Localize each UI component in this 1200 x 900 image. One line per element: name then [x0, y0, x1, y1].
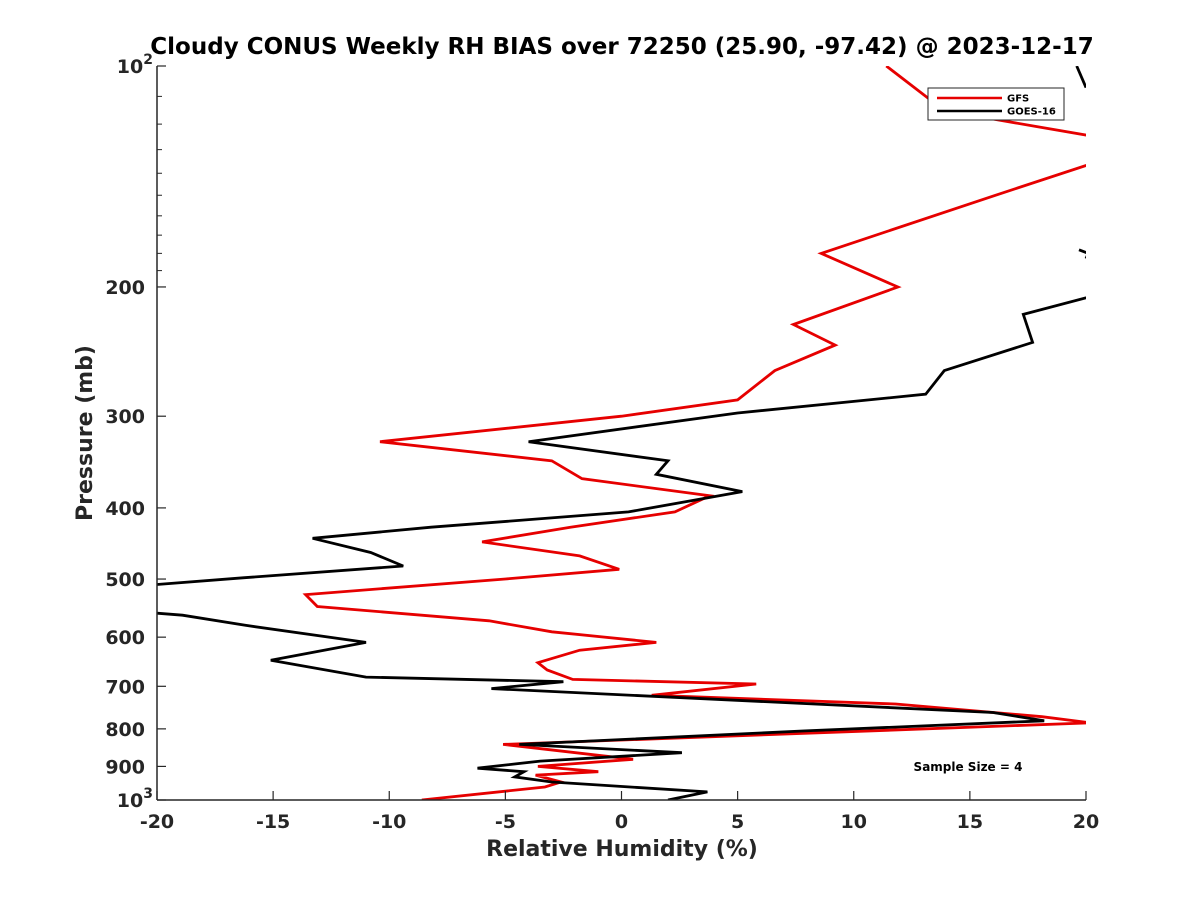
legend-box	[927, 87, 1065, 121]
y-axis-label: Pressure (mb)	[73, 345, 98, 521]
series-line-goes16	[1078, 248, 1086, 259]
x-tick-label: 15	[957, 811, 983, 833]
legend-label-goes16: GOES-16	[1007, 107, 1056, 118]
series-line-goes16	[157, 611, 1045, 800]
series-line-goes16	[157, 296, 1086, 586]
y-tick-label: 300	[105, 406, 145, 428]
series-layer	[157, 66, 1086, 800]
x-tick-label: -5	[495, 811, 516, 833]
y-tick-label: 200	[105, 277, 145, 299]
legend: GFS GOES-16	[927, 87, 1065, 121]
x-axis-label: Relative Humidity (%)	[486, 837, 758, 862]
x-tick-label: -20	[140, 811, 174, 833]
x-tick-label: 20	[1073, 811, 1099, 833]
x-tick-label: 5	[731, 811, 744, 833]
y-tick-label: 900	[105, 756, 145, 778]
x-tick-label: -10	[372, 811, 406, 833]
x-tick-label: 0	[615, 811, 628, 833]
y-tick-label: 800	[105, 719, 145, 741]
y-tick-label: 600	[105, 627, 145, 649]
x-tick-label: 10	[841, 811, 867, 833]
series-line-gfs	[302, 164, 1086, 800]
y-tick-label: 500	[105, 569, 145, 591]
chart-title: Cloudy CONUS Weekly RH BIAS over 72250 (…	[150, 34, 1093, 60]
y-tick-label: 103	[117, 786, 153, 812]
axes: -20 -15 -10 -5 0 5 10 15 20 102 200 300 400 500 600 700…	[105, 52, 1099, 833]
series-line-goes16	[1075, 66, 1086, 89]
y-tick-label: 102	[117, 52, 153, 78]
x-tick-label: -15	[256, 811, 290, 833]
y-tick-label: 400	[105, 498, 145, 520]
y-tick-label: 700	[105, 676, 145, 698]
sample-size-annotation: Sample Size = 4	[914, 760, 1023, 774]
legend-label-gfs: GFS	[1007, 94, 1029, 105]
